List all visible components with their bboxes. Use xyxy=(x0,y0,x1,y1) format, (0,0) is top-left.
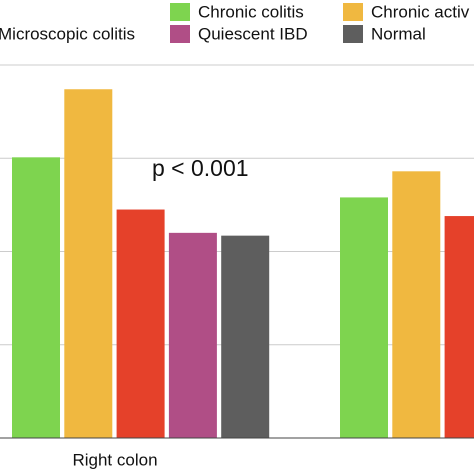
bar xyxy=(392,171,441,438)
legend-label: Chronic activ xyxy=(371,2,470,21)
legend-label: Microscopic colitis xyxy=(0,24,135,43)
legend-swatch xyxy=(170,25,190,43)
annotation: p < 0.001 xyxy=(152,155,249,181)
bar xyxy=(168,232,217,438)
legend-label: Quiescent IBD xyxy=(198,24,308,43)
legend-swatch xyxy=(343,25,363,43)
legend-label: Normal xyxy=(371,24,426,43)
legend-swatch xyxy=(343,3,363,21)
bar xyxy=(221,235,270,438)
bar xyxy=(444,216,474,438)
bar xyxy=(340,197,388,438)
legend-swatch xyxy=(170,3,190,21)
bar xyxy=(12,157,60,438)
bar xyxy=(116,209,165,438)
legend-label: Chronic colitis xyxy=(198,2,304,21)
bar xyxy=(64,89,113,439)
x-tick-label: Right colon xyxy=(72,450,157,469)
